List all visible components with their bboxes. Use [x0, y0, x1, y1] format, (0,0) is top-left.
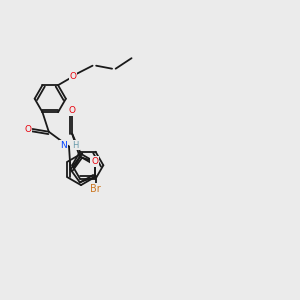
Text: O: O: [69, 106, 76, 115]
Text: O: O: [70, 72, 76, 81]
Text: Br: Br: [90, 184, 101, 194]
Text: N: N: [60, 140, 67, 150]
Text: O: O: [91, 157, 98, 166]
Text: H: H: [72, 140, 79, 150]
Text: O: O: [25, 124, 32, 134]
